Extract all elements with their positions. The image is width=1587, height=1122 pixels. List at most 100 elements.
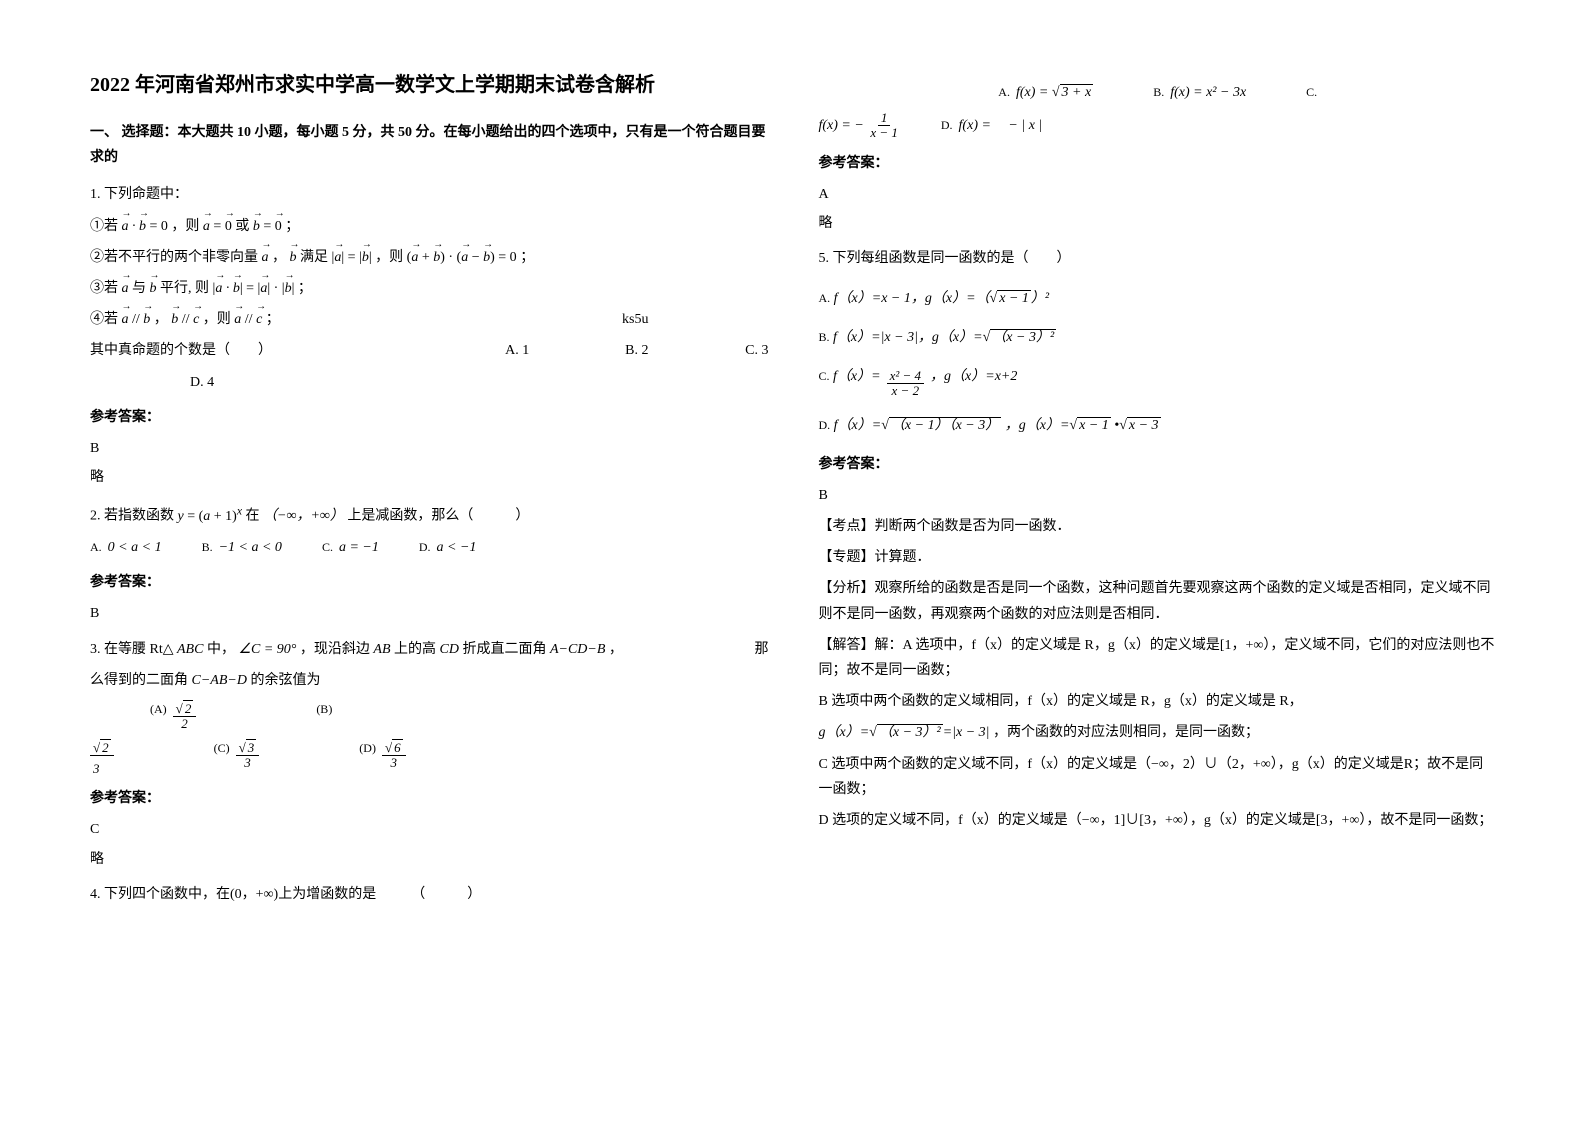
q1-p3-par: 平行, 则	[160, 281, 209, 296]
q3-c-num: 3	[246, 739, 257, 755]
q1-opt-b: B. 2	[625, 338, 745, 363]
q3-a-num: 2	[183, 700, 194, 716]
q5-d-sqrt3: x − 3	[1127, 417, 1161, 433]
q5-c-den: x − 2	[889, 384, 923, 398]
q1-opt-a: A. 1	[505, 338, 625, 363]
q1-p2-pre: ②若不平行的两个非零向量	[90, 250, 258, 265]
q3-acdb: A−CD−B	[550, 642, 605, 657]
q5-jieda-label: 【解答】解：	[819, 638, 903, 653]
q3-b-label: (B)	[316, 699, 332, 721]
q5-stem: 5. 下列每组函数是同一函数的是（ ）	[819, 246, 1498, 271]
q3-opts-row1: (A) √22 (B)	[90, 699, 769, 732]
q2-b-label: B.	[202, 537, 213, 559]
q4-a-label: A.	[998, 82, 1010, 104]
question-4-options: A. f(x) = √3 + x B. f(x) = x² − 3x C. f(…	[819, 80, 1498, 236]
q2-c: a = −1	[339, 535, 379, 560]
q1-prop-2: ②若不平行的两个非零向量 a ， b 满足 |a| = |b| ，则 (a + …	[90, 245, 769, 270]
q5-answer: B	[819, 483, 1498, 508]
q3-mid1: 中，	[207, 642, 235, 657]
q1-p4-s2: ，	[154, 312, 168, 327]
q1-prop-3: ③若 a 与 b 平行, 则 |a · b| = |a| · |b| ；	[90, 276, 769, 301]
q2-a: 0 < a < 1	[108, 535, 162, 560]
q4-a-rhs: 3 + x	[1060, 84, 1094, 100]
q4-c-num: 1	[878, 111, 891, 126]
q5-c-label: C.	[819, 369, 830, 383]
q1-p1-mid: ，则	[171, 219, 199, 234]
q5-jieda-a-text: A 选项中，f（x）的定义域是 R，g（x）的定义域是[1，+∞），定义域不同，…	[819, 638, 1495, 678]
q3-stem-row2: 么得到的二面角 C−AB−D 的余弦值为	[90, 668, 769, 693]
q5-opt-a: A. f（x）=x − 1，g（x）=（√x − 1）²	[819, 286, 1498, 311]
q1-p4-pre: ④若	[90, 312, 118, 327]
right-column: A. f(x) = √3 + x B. f(x) = x² − 3x C. f(…	[819, 70, 1498, 1052]
q3-mid4: 折成直二面角	[462, 642, 550, 657]
question-2: 2. 若指数函数 y = (a + 1)x 在 （−∞，+∞） 上是减函数，那么…	[90, 500, 769, 626]
q1-p4-then: ，则	[203, 312, 231, 327]
q3-note: 略	[90, 847, 769, 872]
q2-stem-mid: 在	[246, 509, 260, 524]
q4-answer: A	[819, 182, 1498, 207]
q5-zhuanti: 【专题】计算题．	[819, 545, 1498, 570]
q1-p1-mid2: 或	[235, 219, 253, 234]
q1-opt-c: C. 3	[745, 338, 768, 363]
q2-range: （−∞，+∞）	[263, 509, 344, 524]
ks5u-label: ks5u	[622, 307, 648, 332]
q3-ab: AB	[373, 642, 390, 657]
q4-b: f(x) = x² − 3x	[1170, 80, 1246, 105]
q3-opts-row2: √23 (C) √33 (D) √63	[90, 738, 769, 777]
q2-stem-pre: 2. 若指数函数	[90, 509, 174, 524]
q3-pre: 3. 在等腰 Rt△	[90, 642, 174, 657]
q1-p4-s3: //	[182, 312, 193, 327]
q1-p2-sep: ，	[272, 250, 286, 265]
q5-kaodian: 【考点】判断两个函数是否为同一函数．	[819, 514, 1498, 539]
q5-jieda-c: C 选项中两个函数的定义域不同，f（x）的定义域是（−∞，2）∪（2，+∞），g…	[819, 752, 1498, 802]
q1-opt-d-row: D. 4	[90, 370, 769, 395]
q5-a-end: ）²	[1031, 291, 1049, 306]
q1-p2-then: ，则	[375, 250, 403, 265]
q1-p3-end: ；	[298, 281, 312, 296]
q1-prop-1: ①若 a · b = 0 ，则 a = 0 或 b = 0 ；	[90, 214, 769, 239]
q1-p1-end: ；	[285, 219, 299, 234]
question-5: 5. 下列每组函数是同一函数的是（ ） A. f（x）=x − 1，g（x）=（…	[819, 246, 1498, 833]
q4-c-lhs: f(x) = −	[819, 118, 864, 133]
q3-stem-row1: 3. 在等腰 Rt△ ABC 中， ∠C = 90° ，现沿斜边 AB 上的高 …	[90, 637, 769, 662]
q2-a-label: A.	[90, 537, 102, 559]
q3-mid3: 上的高	[394, 642, 440, 657]
q3-a-label: (A)	[150, 699, 167, 721]
q2-options: A. 0 < a < 1 B. −1 < a < 0 C. a = −1 D. a < …	[90, 535, 769, 560]
q4-c-den: x − 1	[867, 126, 901, 140]
q3-answer: C	[90, 817, 769, 842]
q5-fenxi: 【分析】观察所给的函数是否是同一个函数，这种问题首先要观察这两个函数的定义域是否…	[819, 576, 1498, 626]
q3-mid2: ，现沿斜边	[300, 642, 374, 657]
q3-abc: ABC	[177, 642, 203, 657]
question-4-stem: 4. 下列四个函数中，在(0，+∞)上为增函数的是 （ ）	[90, 882, 769, 907]
q5-a-sqrt: x − 1	[997, 290, 1031, 306]
q3-a-den: 2	[178, 717, 191, 731]
q2-d-label: D.	[419, 537, 431, 559]
q5-opt-b: B. f（x）=|x − 3|，g（x）=√（x − 3）²	[819, 325, 1498, 350]
q4-opts-row2: f(x) = − 1x − 1 D. f(x) = − | x |	[819, 111, 1498, 141]
q3-l2-pre: 么得到的二面角	[90, 673, 192, 688]
q5-a-f: f（x）=x − 1，g（x）=（	[834, 291, 990, 306]
q5-jieda-a: 【解答】解：A 选项中，f（x）的定义域是 R，g（x）的定义域是[1，+∞），…	[819, 633, 1498, 683]
q5-d-f: f（x）=	[834, 418, 882, 433]
q3-d-den: 3	[388, 756, 401, 770]
q2-stem-post: 上是减函数，那么（ ）	[347, 509, 529, 524]
q1-p4-s1b: //	[245, 312, 256, 327]
q1-p1-pre: ①若	[90, 219, 118, 234]
q5-d-mid: ，g（x）=	[1005, 418, 1070, 433]
q3-c-label: (C)	[214, 738, 230, 760]
q5-c-g: ，g（x）=x+2	[930, 364, 1017, 389]
q3-cd: CD	[440, 642, 459, 657]
q5-a-label: A.	[819, 291, 831, 305]
q1-p3-pre: ③若	[90, 281, 118, 296]
q1-options: 其中真命题的个数是（ ） A. 1 B. 2 C. 3	[90, 338, 769, 363]
q3-b-den: 3	[90, 762, 103, 776]
q2-c-label: C.	[322, 537, 333, 559]
q1-p4-s1: //	[132, 312, 143, 327]
q5-d-sqrt1: （x − 1）（x − 3）	[889, 417, 1001, 433]
q2-b: −1 < a < 0	[219, 535, 282, 560]
q1-p3-and: 与	[132, 281, 150, 296]
q2-d: a < −1	[437, 535, 477, 560]
document-title: 2022 年河南省郑州市求实中学高一数学文上学期期末试卷含解析	[90, 70, 769, 100]
q5-b-f: f（x）=|x − 3|，g（x）=	[833, 330, 983, 345]
